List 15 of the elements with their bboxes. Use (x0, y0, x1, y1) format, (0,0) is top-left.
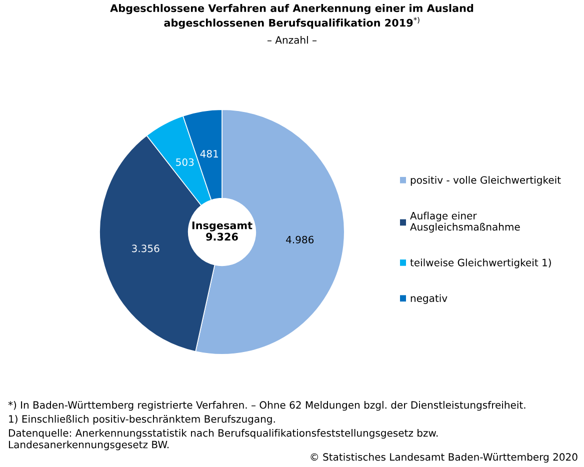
data-label: 503 (176, 158, 194, 166)
text: Insgesamt 9.326 (192, 222, 252, 241)
data-label: 481 (200, 150, 218, 158)
data-label: 3.356 (132, 244, 160, 252)
text: Datenquelle: Anerkennungsstatistik nach Berufsqualifikationsfeststellungsgesetz bzw. Landesanerkennungsgesetz BW. (8, 429, 438, 450)
text: © Statistisches Landesamt Baden-Württemberg 2020 (310, 453, 578, 463)
data-label: 4.986 (286, 236, 314, 244)
legend-label: teilweise Gleichwertigkeit 1) (410, 258, 551, 268)
legend-label: positiv - volle Gleichwertigkeit (410, 176, 561, 186)
text: *) In Baden-Württemberg registrierte Verfahren. – Ohne 62 Meldungen bzgl. der Dienstleistungsfreiheit. (8, 401, 526, 411)
chart-subtitle: – Anzahl – (267, 36, 317, 44)
chart-title: Abgeschlossene Verfahren auf Anerkennung einer im Ausland abgeschlossenen Berufsqualifikation 2019$^{*)}$ (110, 4, 474, 29)
text: 1) Einschließlich positiv-beschränktem Berufszugang. (9, 415, 275, 425)
legend-label: Auflage einer Ausgleichsmaßnahme (410, 212, 520, 233)
legend-label: negativ (410, 294, 448, 304)
